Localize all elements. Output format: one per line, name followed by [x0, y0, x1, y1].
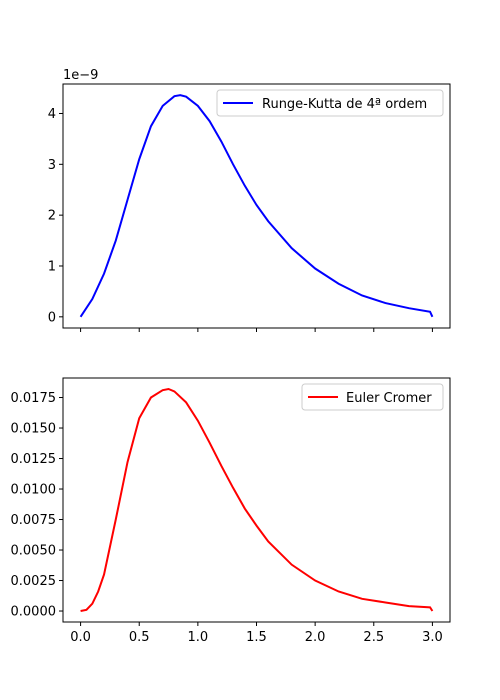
rk-ytick-label: 2: [48, 209, 56, 224]
ec-ytick-label: 0.0025: [11, 574, 57, 589]
ec-xtick-label: 2.5: [363, 630, 384, 645]
ec-x-ticks: 0.0 0.5 1.0 1.5 2.0 2.5 3.0: [70, 622, 443, 645]
ec-xtick-label: 2.0: [305, 630, 326, 645]
rk-legend-label: Runge-Kutta de 4ª ordem: [262, 97, 427, 112]
rk-ytick-label: 0: [48, 310, 56, 325]
ec-legend-label: Euler Cromer: [346, 391, 432, 406]
rk-y-ticks: 0 1 2 3 4: [48, 107, 63, 325]
ec-ytick-label: 0.0100: [11, 483, 57, 498]
ec-series-line: [80, 387, 434, 612]
rk-series-line: [79, 94, 434, 318]
rk-legend-box: [216, 89, 444, 117]
ec-xtick-label: 1.5: [246, 630, 267, 645]
ec-ytick-label: 0.0125: [11, 452, 57, 467]
rk-ytick-label: 1: [48, 259, 56, 274]
ec-y-ticks: 0.0000 0.0025 0.0050 0.0075 0.0100 0.0125 0.01…: [11, 391, 63, 620]
rk-legend: Runge-Kutta de 4ª ordem: [216, 89, 444, 117]
ec-axes-frame: [62, 377, 451, 623]
rk-offset-label: 1e−9: [63, 68, 98, 83]
ec-legend: Euler Cromer: [301, 383, 444, 411]
ec-xtick-label: 0.0: [70, 630, 91, 645]
subplot-runge-kutta: 0 1 2 3 4 1e−9 Runge-Kutta de 4ª ordem: [48, 68, 451, 332]
subplot-euler-cromer: 0.00000.00250.00500.00750.01000.01250.01…: [11, 377, 451, 645]
ec-ytick-label: 0.0150: [11, 422, 57, 437]
ec-ytick-label: 0.0075: [11, 513, 57, 528]
ec-xtick-label: 0.5: [129, 630, 150, 645]
ec-legend-box: [301, 383, 444, 411]
ec-xtick-label: 3.0: [422, 630, 443, 645]
rk-x-ticks: [80, 328, 433, 332]
ec-ytick-label: 0.0000: [11, 605, 57, 620]
ec-ytick-label: 0.0175: [11, 391, 57, 406]
ec-ytick-label: 0.0050: [11, 544, 57, 559]
ec-xtick-label: 1.0: [188, 630, 209, 645]
rk-ytick-label: 4: [48, 107, 56, 122]
rk-ytick-label: 3: [48, 158, 56, 173]
